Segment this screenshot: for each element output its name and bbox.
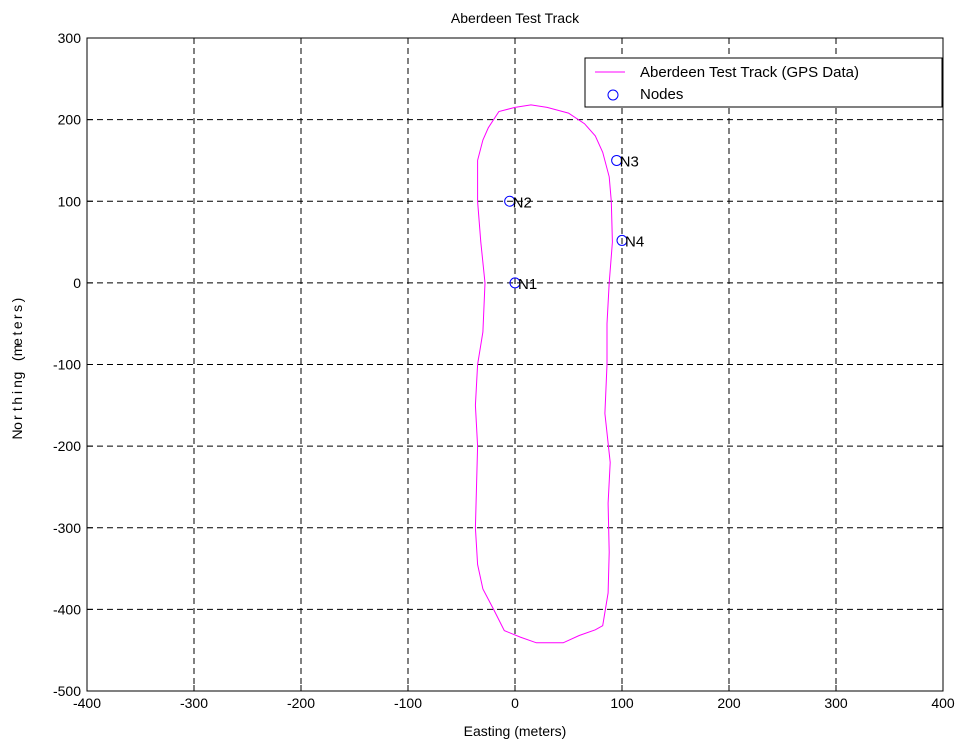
y-axis-label-glyph: e <box>9 338 25 346</box>
legend-track-label: Aberdeen Test Track (GPS Data) <box>640 64 859 81</box>
x-tick-label: 100 <box>610 695 634 711</box>
grid <box>87 38 943 691</box>
x-tick-label: -300 <box>180 695 208 711</box>
node-marker <box>611 154 623 166</box>
y-axis-label-glyph: i <box>9 391 25 394</box>
node-marker <box>504 195 516 207</box>
x-tick-label: -200 <box>287 695 315 711</box>
y-axis-label-glyph: N <box>9 429 25 439</box>
node-label: N2 <box>513 194 532 211</box>
y-axis-label-glyph: h <box>9 397 25 405</box>
y-axis-label-glyph: n <box>9 380 25 388</box>
series-layer: N1 N2 N3 N4 <box>474 104 644 644</box>
node-marker <box>509 277 521 289</box>
ticks: -400 -300 -200 -100 0 100 200 300 400-500-400-30… <box>53 30 955 711</box>
track-line <box>474 104 613 644</box>
y-axis-label-glyph: s <box>9 305 25 312</box>
node-label: N3 <box>620 153 639 170</box>
y-tick-label: 100 <box>58 193 82 209</box>
x-tick-label: 200 <box>717 695 741 711</box>
y-axis-label-glyph: r <box>9 314 25 319</box>
y-tick-label: 200 <box>58 112 82 128</box>
y-axis-label-glyph: t <box>9 332 25 336</box>
legend: Aberdeen Test Track (GPS Data) Nodes <box>584 57 943 108</box>
y-tick-label: -500 <box>53 683 81 699</box>
x-axis-label: Easting (meters) <box>464 723 567 739</box>
node-label: N4 <box>625 233 644 250</box>
y-tick-label: -300 <box>53 520 81 536</box>
y-axis-label-glyph: o <box>9 422 25 430</box>
y-axis-label-glyph: m <box>9 345 25 357</box>
node-label: N1 <box>518 276 537 293</box>
y-axis-label-glyph: e <box>9 321 25 329</box>
legend-nodes-label: Nodes <box>640 86 683 103</box>
legend-box <box>584 57 943 108</box>
y-tick-label: 0 <box>73 275 81 291</box>
y-tick-label: 300 <box>58 30 82 46</box>
chart-title: Aberdeen Test Track <box>451 10 580 26</box>
y-tick-label: -200 <box>53 438 81 454</box>
x-tick-label: 400 <box>931 695 955 711</box>
y-axis-label-glyph: t <box>9 407 25 411</box>
y-tick-label: -400 <box>53 601 81 617</box>
x-tick-label: -400 <box>73 695 101 711</box>
legend-nodes-swatch <box>607 89 619 101</box>
y-axis-label-glyph: ) <box>9 298 25 303</box>
x-tick-label: 0 <box>511 695 519 711</box>
y-axis-label-glyph: ( <box>9 356 25 361</box>
y-axis-label-glyph: r <box>9 415 25 420</box>
y-tick-label: -100 <box>53 357 81 373</box>
x-tick-label: -100 <box>394 695 422 711</box>
node-marker <box>616 234 628 246</box>
y-axis-label-glyph: g <box>9 372 25 380</box>
x-tick-label: 300 <box>824 695 848 711</box>
